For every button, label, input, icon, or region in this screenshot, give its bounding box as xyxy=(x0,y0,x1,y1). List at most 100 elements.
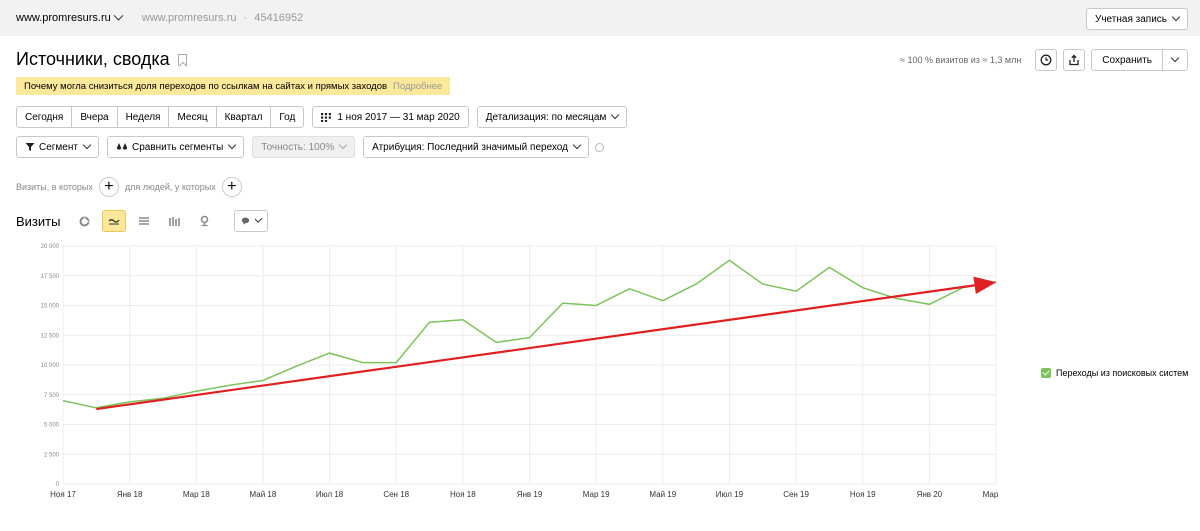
filter-icon xyxy=(25,143,35,151)
chart-legend[interactable]: Переходы из поисковых систем xyxy=(1041,368,1188,378)
y-tick-label: 0 xyxy=(56,482,60,488)
period-yesterday[interactable]: Вчера xyxy=(71,106,118,128)
area-icon xyxy=(139,217,150,225)
page-title-text: Источники, сводка xyxy=(16,49,170,69)
info-icon[interactable] xyxy=(594,142,604,152)
chevron-down-icon xyxy=(82,140,92,150)
save-button[interactable]: Сохранить xyxy=(1091,49,1163,71)
bar-icon xyxy=(169,216,181,226)
period-row: Сегодня Вчера Неделя Месяц Квартал Год 1… xyxy=(16,106,628,128)
chevron-down-icon xyxy=(611,110,620,120)
x-tick-label: Мар 19 xyxy=(583,490,610,499)
accuracy-select[interactable]: Точность: 100% xyxy=(252,136,356,158)
series-line xyxy=(62,259,997,409)
area-chart-type-button[interactable] xyxy=(132,210,156,232)
visits-info: ≈ 100 % визитов из ≈ 1,3 млн xyxy=(900,55,1022,65)
period-year[interactable]: Год xyxy=(270,106,305,128)
add-visit-condition-button[interactable]: + xyxy=(98,177,119,197)
x-tick-label: Янв 20 xyxy=(917,490,943,499)
attribution-label: Атрибуция: Последний значимый переход xyxy=(372,141,568,153)
people-where-label: для людей, у которых xyxy=(124,182,216,192)
period-quarter[interactable]: Квартал xyxy=(215,106,272,128)
x-tick-label: Ноя 17 xyxy=(50,490,76,499)
filter-row: Визиты, в которых + для людей, у которых… xyxy=(16,177,248,197)
y-tick-label: 15 000 xyxy=(41,304,60,310)
x-tick-label: Июл 19 xyxy=(716,490,744,499)
report-tools: ≈ 100 % визитов из ≈ 1,3 млн Сохранить xyxy=(900,49,1188,71)
counter-id: 45416952 xyxy=(254,12,304,24)
compare-icon xyxy=(116,143,128,150)
pie-chart-type-button[interactable] xyxy=(72,210,96,232)
chevron-down-icon xyxy=(1171,12,1181,22)
chevron-down-icon xyxy=(255,215,263,223)
attribution-select[interactable]: Атрибуция: Последний значимый переход xyxy=(363,136,589,158)
legend-label: Переходы из поисковых систем xyxy=(1056,368,1189,378)
compare-segments-button[interactable]: Сравнить сегменты xyxy=(106,136,245,158)
bar-chart-type-button[interactable] xyxy=(162,210,186,232)
add-people-condition-button[interactable]: + xyxy=(221,177,242,197)
visits-where-label: Визиты, в которых xyxy=(16,182,93,192)
detail-select[interactable]: Детализация: по месяцам xyxy=(476,106,628,128)
share-icon xyxy=(1069,54,1079,66)
x-tick-label: Сен 19 xyxy=(783,490,809,499)
bookmark-icon[interactable] xyxy=(177,53,187,66)
chevron-down-icon xyxy=(338,140,348,150)
period-month[interactable]: Месяц xyxy=(168,106,217,128)
site-selector[interactable]: www.promresurs.ru xyxy=(16,10,124,24)
history-button[interactable] xyxy=(1035,49,1058,71)
x-tick-label: Ноя 19 xyxy=(850,490,876,499)
counter-info: www.promresurs.ru · 45416952 xyxy=(142,12,304,24)
separator: · xyxy=(243,12,248,24)
pie-icon xyxy=(79,216,90,226)
site-selector-label: www.promresurs.ru xyxy=(16,12,111,24)
period-tabs: Сегодня Вчера Неделя Месяц Квартал Год xyxy=(16,106,305,128)
calendar-icon xyxy=(321,113,332,122)
period-week[interactable]: Неделя xyxy=(116,106,170,128)
save-label: Сохранить xyxy=(1102,54,1152,66)
comment-icon xyxy=(242,217,250,225)
save-options-button[interactable] xyxy=(1162,49,1188,71)
x-tick-label: Май 19 xyxy=(649,490,676,499)
detail-label: Детализация: по месяцам xyxy=(485,111,607,123)
y-tick-label: 20 000 xyxy=(41,244,60,250)
line-chart-type-button[interactable] xyxy=(102,210,127,232)
x-tick-label: Сен 18 xyxy=(383,490,409,499)
legend-checkbox[interactable] xyxy=(1041,368,1051,378)
chevron-down-icon xyxy=(572,140,582,150)
line-icon xyxy=(108,219,120,225)
y-tick-label: 2 500 xyxy=(44,452,60,458)
date-range-label: 1 ноя 2017 — 31 мар 2020 xyxy=(337,111,460,123)
y-tick-label: 7 500 xyxy=(44,393,60,399)
x-tick-label: Май 18 xyxy=(250,490,277,499)
chart-header: Визиты xyxy=(16,210,269,232)
compare-label: Сравнить сегменты xyxy=(131,141,224,153)
save-group: Сохранить xyxy=(1091,49,1188,71)
chart-title: Визиты xyxy=(16,213,61,229)
notice-more-link[interactable]: Подробнее xyxy=(393,80,443,92)
top-bar: www.promresurs.ru www.promresurs.ru · 45… xyxy=(0,0,1200,36)
account-label: Учетная запись xyxy=(1094,13,1167,25)
clock-icon xyxy=(1040,54,1052,66)
x-tick-label: Янв 19 xyxy=(517,490,543,499)
date-range-button[interactable]: 1 ноя 2017 — 31 мар 2020 xyxy=(312,106,469,128)
map-icon xyxy=(200,215,209,227)
segment-button[interactable]: Сегмент xyxy=(16,136,99,158)
accuracy-label: Точность: 100% xyxy=(261,141,335,153)
visits-line-chart: 0 2 500 5 000 7 500 10 000 12 500 15 000 17 500… xyxy=(41,244,1000,499)
chevron-down-icon xyxy=(1170,53,1180,63)
x-tick-label: Ноя 18 xyxy=(450,490,476,499)
y-tick-label: 5 000 xyxy=(44,423,60,429)
notice-text: Почему могла снизиться доля переходов по… xyxy=(24,80,388,92)
y-tick-label: 12 500 xyxy=(41,333,60,339)
export-button[interactable] xyxy=(1063,49,1086,71)
period-today[interactable]: Сегодня xyxy=(16,106,73,128)
notice-banner: Почему могла снизиться доля переходов по… xyxy=(16,77,451,95)
map-chart-type-button[interactable] xyxy=(192,210,216,232)
annotation-select[interactable] xyxy=(234,210,269,232)
x-tick-label: Мар 20 xyxy=(983,490,1000,499)
account-button[interactable]: Учетная запись xyxy=(1085,8,1188,30)
site-mirror: www.promresurs.ru xyxy=(141,12,237,24)
x-tick-label: Мар 18 xyxy=(183,490,210,499)
segment-label: Сегмент xyxy=(39,141,78,153)
y-tick-label: 17 500 xyxy=(41,274,60,280)
